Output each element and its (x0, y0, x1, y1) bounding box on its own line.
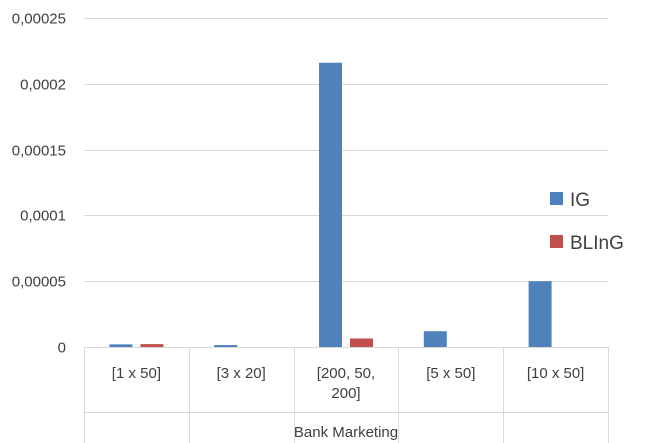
x-tick-label: [3 x 20] (217, 365, 266, 382)
bar-ig (528, 281, 552, 347)
y-tick-label: 0,0001 (20, 208, 66, 225)
y-tick-label: 0,00005 (12, 274, 66, 291)
group-label: Bank Marketing (294, 424, 398, 441)
bar-ig (423, 331, 447, 347)
x-tick-label: [200, 50, 200] (317, 365, 375, 402)
x-tick-label: [5 x 50] (426, 365, 475, 382)
bar-ig (319, 62, 342, 348)
legend-swatch-ig (550, 192, 563, 205)
bar-ig (109, 344, 133, 347)
legend-label-bling: BLInG (570, 233, 624, 254)
bar-ig (214, 345, 238, 347)
legend-swatch-bling (550, 235, 563, 248)
y-tick-label: 0,00025 (12, 11, 66, 28)
y-tick-label: 0 (58, 340, 66, 357)
bar-bling (350, 338, 373, 347)
x-tick-label: [1 x 50] (112, 365, 161, 382)
axes (84, 347, 609, 443)
bars (109, 62, 552, 348)
legend-label-ig: IG (570, 190, 590, 211)
bar-bling (140, 344, 164, 347)
labels: 0 0,00005 0,0001 0,00015 0,0002 0,00025 [1 x 5… (12, 11, 585, 442)
gridlines (84, 18, 608, 348)
y-tick-label: 0,0002 (20, 77, 66, 94)
y-tick-label: 0,00015 (12, 143, 66, 160)
x-tick-label: [10 x 50] (527, 365, 585, 382)
legend: IG BLInG (550, 190, 624, 254)
